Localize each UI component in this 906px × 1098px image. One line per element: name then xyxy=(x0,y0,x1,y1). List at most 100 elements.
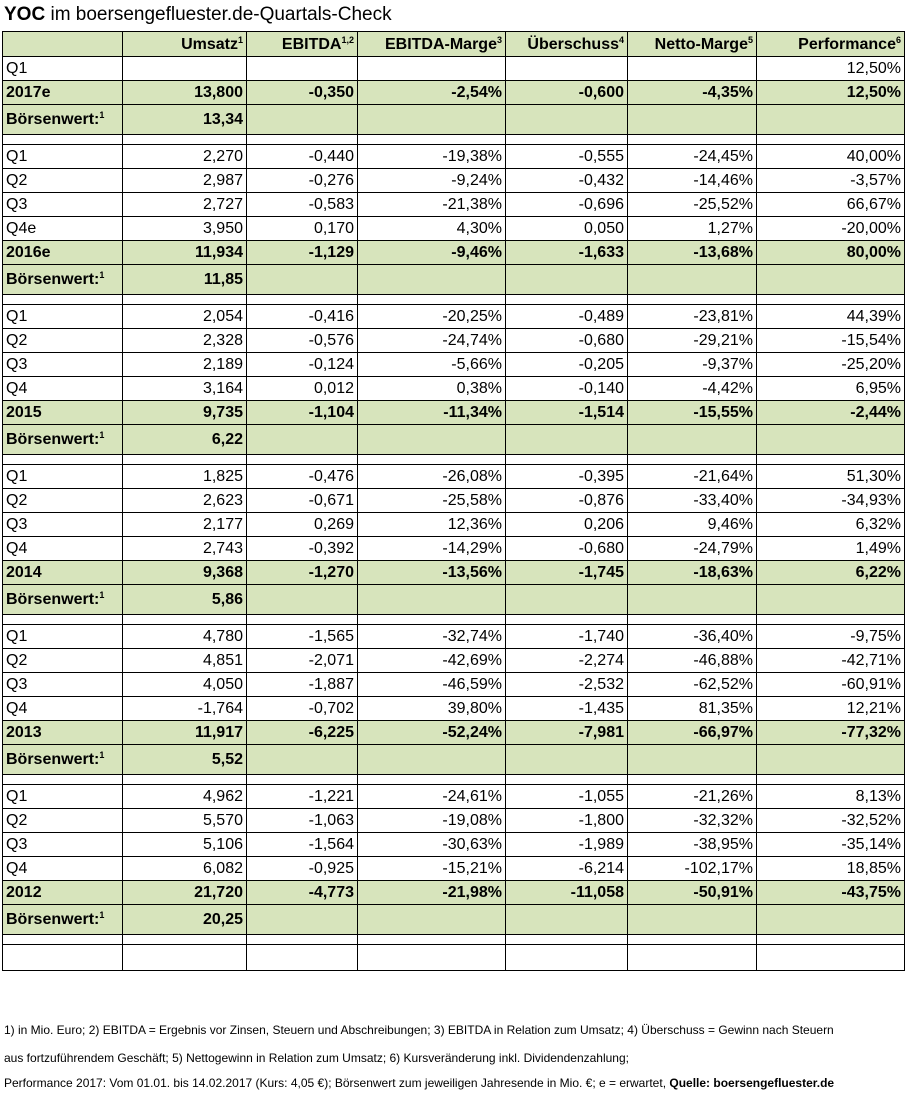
boersenwert-row: Börsenwert:1 5,52 xyxy=(2,744,905,775)
spacer-cell xyxy=(2,614,123,625)
header-umsatz: Umsatz1 xyxy=(122,31,247,57)
cell-period: 2013 xyxy=(2,720,123,745)
quarter-row: Q3 4,050 -1,887 -46,59% -2,532 -62,52% -60,91% xyxy=(2,672,905,697)
spacer-cell xyxy=(756,294,905,305)
cell-period: Q2 xyxy=(2,808,123,833)
spacer-row xyxy=(2,614,905,625)
cell-performance: -32,52% xyxy=(756,808,905,833)
cell-ueberschuss: -1,633 xyxy=(505,240,628,265)
cell-ebitda-marge: -2,54% xyxy=(357,80,506,105)
spacer-cell xyxy=(122,134,247,145)
empty-cell xyxy=(357,104,506,135)
cell-period: Q1 xyxy=(2,784,123,809)
cell-ueberschuss: -6,214 xyxy=(505,856,628,881)
spacer-cell xyxy=(122,454,247,465)
cell-ebitda-marge: -30,63% xyxy=(357,832,506,857)
cell-period: Q1 xyxy=(2,56,123,81)
header-ebitda: EBITDA1,2 xyxy=(246,31,358,57)
spacer-cell xyxy=(246,134,358,145)
cell-period: Q1 xyxy=(2,624,123,649)
cell-umsatz: 9,735 xyxy=(122,400,247,425)
cell-performance: 6,22% xyxy=(756,560,905,585)
spacer-cell xyxy=(627,774,757,785)
spacer-row xyxy=(2,774,905,785)
empty-cell xyxy=(505,424,628,455)
spacer-cell xyxy=(505,454,628,465)
quarter-row: Q4 -1,764 -0,702 39,80% -1,435 81,35% 12,21% xyxy=(2,696,905,721)
cell-period: Q4 xyxy=(2,696,123,721)
header-ueberschuss: Überschuss4 xyxy=(505,31,628,57)
empty-cell xyxy=(246,904,358,935)
header-netto-marge-footnote-marker: 5 xyxy=(747,34,753,45)
header-ebitda-marge: EBITDA-Marge3 xyxy=(357,31,506,57)
quarter-row: Q4e 3,950 0,170 4,30% 0,050 1,27% -20,00% xyxy=(2,216,905,241)
header-period xyxy=(2,31,123,57)
cell-netto-marge: -46,88% xyxy=(627,648,757,673)
cell-period: 2014 xyxy=(2,560,123,585)
spacer-cell xyxy=(2,294,123,305)
spacer-cell xyxy=(246,774,358,785)
cell-umsatz: 11,934 xyxy=(122,240,247,265)
cell-ueberschuss: -1,740 xyxy=(505,624,628,649)
quarterly-table: Umsatz1 EBITDA1,2 EBITDA-Marge3 Überschuss4… xyxy=(2,31,905,971)
boersenwert-label-label: Börsenwert: xyxy=(6,911,100,928)
spacer-cell xyxy=(627,294,757,305)
footnote-text: Performance 2017: Vom 01.01. bis 14.02.2… xyxy=(4,1076,670,1090)
boersenwert-label: Börsenwert:1 xyxy=(2,424,123,455)
cell-ueberschuss: -0,876 xyxy=(505,488,628,513)
cell-ebitda: -1,270 xyxy=(246,560,358,585)
empty-cell xyxy=(246,424,358,455)
cell-ebitda: -0,925 xyxy=(246,856,358,881)
empty-cell xyxy=(756,944,905,971)
empty-cell xyxy=(357,264,506,295)
header-ueberschuss-label: Überschuss xyxy=(527,35,619,53)
cell-period: Q1 xyxy=(2,144,123,169)
boersenwert-row: Börsenwert:1 5,86 xyxy=(2,584,905,615)
cell-ueberschuss: 0,050 xyxy=(505,216,628,241)
empty-cell xyxy=(246,744,358,775)
spacer-cell xyxy=(122,294,247,305)
cell-ebitda: -2,071 xyxy=(246,648,358,673)
cell-netto-marge: -4,35% xyxy=(627,80,757,105)
cell-period: Q3 xyxy=(2,352,123,377)
cell-performance: -60,91% xyxy=(756,672,905,697)
spacer-cell xyxy=(2,774,123,785)
cell-ueberschuss: -0,140 xyxy=(505,376,628,401)
header-umsatz-footnote-marker: 1 xyxy=(237,34,243,45)
cell-ueberschuss: -1,745 xyxy=(505,560,628,585)
boersenwert-value: 11,85 xyxy=(122,264,247,295)
empty-cell xyxy=(505,264,628,295)
spacer-cell xyxy=(627,934,757,945)
cell-umsatz: 5,570 xyxy=(122,808,247,833)
cell-ebitda-marge: -21,38% xyxy=(357,192,506,217)
quarter-row: Q4 3,164 0,012 0,38% -0,140 -4,42% 6,95% xyxy=(2,376,905,401)
cell-ebitda-marge: -26,08% xyxy=(357,464,506,489)
cell-umsatz: 21,720 xyxy=(122,880,247,905)
cell-ebitda: -0,583 xyxy=(246,192,358,217)
spacer-cell xyxy=(756,934,905,945)
cell-ebitda-marge: -42,69% xyxy=(357,648,506,673)
cell-period: Q3 xyxy=(2,512,123,537)
cell-period: Q2 xyxy=(2,168,123,193)
boersenwert-value: 5,86 xyxy=(122,584,247,615)
cell-performance: -42,71% xyxy=(756,648,905,673)
boersenwert-label-label: Börsenwert: xyxy=(6,271,100,288)
cell-period: Q4 xyxy=(2,536,123,561)
cell-period: Q2 xyxy=(2,488,123,513)
header-performance-footnote-marker: 6 xyxy=(895,34,901,45)
source-credit: Quelle: boersengefluester.de xyxy=(669,1076,835,1090)
header-ebitda-marge-label: EBITDA-Marge xyxy=(384,35,497,53)
empty-cell xyxy=(505,744,628,775)
spacer-cell xyxy=(756,454,905,465)
boersenwert-label: Börsenwert:1 xyxy=(2,584,123,615)
cell-ebitda: -0,392 xyxy=(246,536,358,561)
cell-performance: -15,54% xyxy=(756,328,905,353)
header-row: Umsatz1 EBITDA1,2 EBITDA-Marge3 Überschuss4… xyxy=(2,31,905,57)
spacer-cell xyxy=(357,774,506,785)
cell-ueberschuss: -2,532 xyxy=(505,672,628,697)
spacer-row xyxy=(2,134,905,145)
cell-netto-marge: -50,91% xyxy=(627,880,757,905)
cell-ueberschuss: -0,600 xyxy=(505,80,628,105)
spacer-cell xyxy=(357,614,506,625)
cell-ebitda-marge: -14,29% xyxy=(357,536,506,561)
